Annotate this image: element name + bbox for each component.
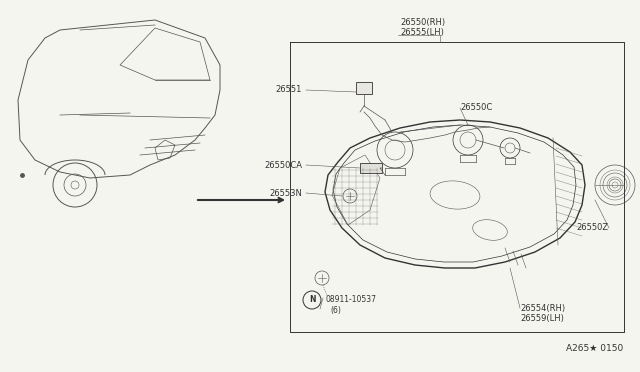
Text: 26555(LH): 26555(LH) <box>400 28 444 36</box>
Text: 26551: 26551 <box>276 86 302 94</box>
Text: A265★ 0150: A265★ 0150 <box>566 343 623 353</box>
FancyBboxPatch shape <box>356 82 372 94</box>
Text: 26550Z: 26550Z <box>577 224 609 232</box>
Text: 26550C: 26550C <box>460 103 492 112</box>
Text: 26550CA: 26550CA <box>264 160 302 170</box>
Text: 26550(RH): 26550(RH) <box>400 17 445 26</box>
FancyBboxPatch shape <box>360 163 382 173</box>
Circle shape <box>303 291 321 309</box>
Text: 08911-10537: 08911-10537 <box>325 295 376 305</box>
Text: 26559(LH): 26559(LH) <box>520 314 564 323</box>
Text: 26554(RH): 26554(RH) <box>520 304 565 312</box>
Text: 26553N: 26553N <box>269 189 302 198</box>
Text: N: N <box>308 295 316 305</box>
Text: (6): (6) <box>330 305 341 314</box>
